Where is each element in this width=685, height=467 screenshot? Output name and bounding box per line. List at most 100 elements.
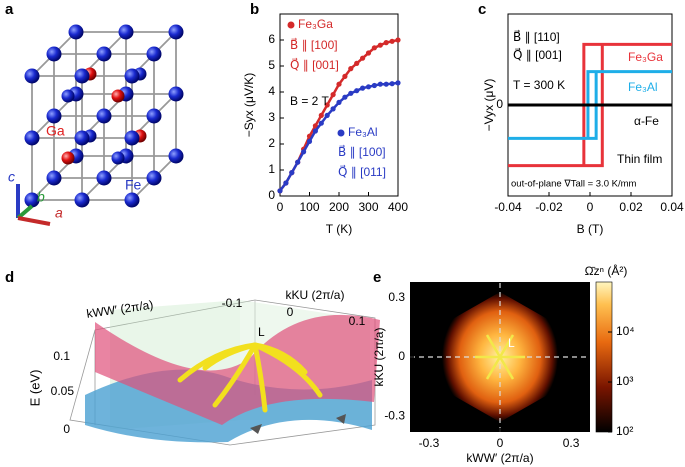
atom (46, 170, 62, 186)
annotation: B⃗ ∥ [100] (290, 37, 338, 52)
x-axis-label: B (T) (577, 222, 604, 236)
data-point (318, 112, 324, 118)
point-label: L (258, 325, 265, 339)
y-tick-label: 3 (268, 110, 275, 124)
annotation: L (508, 336, 515, 350)
tick-label: -0.1 (222, 296, 243, 310)
atom (124, 130, 140, 146)
series-label: Fe₃Ga (298, 17, 333, 31)
annotation: out-of-plane ∇Tall = 3.0 K/mm (511, 179, 637, 190)
series-line (508, 42, 672, 168)
band-surfaces (69, 299, 380, 446)
annotation: T = 300 K (513, 78, 565, 92)
data-point (312, 123, 318, 129)
annotation: B⃗ ∥ [110] (513, 29, 560, 44)
colorbar-tick-label: 10⁴ (616, 324, 635, 338)
data-point (365, 84, 372, 90)
data-point (354, 60, 360, 66)
atom (74, 192, 90, 208)
data-point (312, 128, 318, 134)
annotation: Q⃗ ∥ [001] (513, 47, 562, 62)
atom (61, 89, 75, 103)
colorbar-title: Ω̄zⁿ (Å²) (585, 263, 628, 278)
y-tick-label: 6 (268, 32, 275, 46)
x-axis-label: kWW′ (2π/a) (466, 451, 533, 465)
x-tick-label: -0.3 (419, 436, 440, 450)
data-point (289, 170, 295, 176)
series-label: Fe₃Ga (628, 50, 663, 64)
x-tick-label: 100 (299, 200, 319, 214)
data-point (389, 38, 395, 44)
tick-label: 0.05 (51, 384, 75, 398)
axis-label: b (37, 189, 45, 205)
annotation: Q⃗ ∥ [011] (338, 164, 386, 179)
data-point (318, 120, 324, 126)
atom (96, 170, 112, 186)
atom (68, 24, 84, 40)
panel-label: a (5, 1, 14, 18)
y-tick-label: 0 (496, 97, 503, 111)
data-point (377, 42, 383, 48)
y-tick-label: -0.3 (384, 408, 405, 422)
atom (61, 151, 75, 165)
data-point (324, 112, 330, 118)
x-tick-label: 0 (497, 436, 504, 450)
atom (74, 130, 90, 146)
data-point (336, 99, 342, 105)
data-point (301, 149, 307, 155)
data-point (324, 102, 330, 108)
axis-label: E (eV) (27, 370, 42, 407)
x-tick-label: -0.02 (535, 200, 563, 214)
atom (146, 170, 162, 186)
y-tick-label: 2 (268, 136, 275, 150)
annotation: Thin film (617, 152, 662, 166)
y-axis-label: −Syx (μV/K) (242, 73, 256, 138)
data-point (306, 138, 313, 144)
annotation: B = 2 T (290, 94, 329, 108)
data-point (395, 37, 401, 43)
x-tick-label: 0.04 (660, 200, 684, 214)
y-tick-label: 5 (268, 58, 275, 72)
y-axis-label: kKU (2π/a) (372, 328, 386, 387)
axis-label: a (55, 205, 63, 221)
data-point (336, 81, 342, 87)
data-point (330, 92, 336, 98)
series-label: α-Fe (634, 114, 659, 128)
atom (146, 46, 162, 62)
data-point (330, 106, 336, 112)
legend-marker (287, 21, 295, 29)
y-tick-label: 0 (268, 188, 275, 202)
y-axis-label: −Vyx (μV) (482, 79, 496, 132)
atom (168, 24, 184, 40)
x-axis-label: T (K) (326, 222, 352, 236)
data-point (383, 40, 389, 46)
x-tick-label: 0 (587, 200, 594, 214)
atom (146, 108, 162, 124)
data-point (348, 66, 354, 72)
x-tick-label: 0.02 (619, 200, 643, 214)
data-point (354, 88, 360, 94)
axis-label: c (8, 169, 15, 185)
axis-label: kKU (2π/a) (286, 288, 345, 302)
atom (124, 68, 140, 84)
x-tick-label: 300 (358, 200, 378, 214)
atom (111, 89, 125, 103)
annotation: B⃗ ∥ [100] (338, 144, 386, 159)
atom (46, 46, 62, 62)
panel-label: e (373, 269, 381, 286)
y-tick-label: 4 (268, 84, 275, 98)
axis-triad (16, 184, 51, 226)
atom (168, 148, 184, 164)
colorbar-tick-label: 10² (616, 424, 633, 438)
atom-label: Ga (46, 123, 65, 139)
atom (96, 46, 112, 62)
atom (118, 24, 134, 40)
y-tick-label: 0.3 (388, 290, 405, 304)
series-label: Fe₃Al (628, 80, 658, 94)
atom (24, 130, 40, 146)
data-point (383, 81, 389, 87)
data-point (389, 81, 395, 87)
atom (124, 192, 140, 208)
data-point (371, 45, 377, 51)
atom (74, 68, 90, 84)
